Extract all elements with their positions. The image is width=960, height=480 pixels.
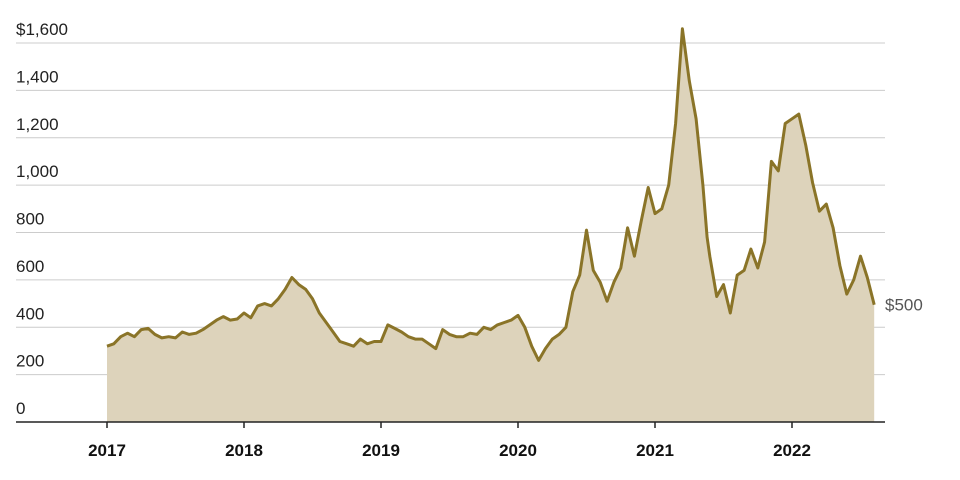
x-axis-ticks: 2017 2018 2019 2020 2021 2022 [88,422,811,460]
y-axis-ticks: 0 200 400 600 800 1,000 1,200 1,400 $1,600 [16,20,68,418]
price-line [106,27,876,362]
y-tick-label: 800 [16,210,44,229]
x-tick-label: 2019 [362,441,400,460]
end-value-label: $500 [885,296,923,315]
y-tick-label: 600 [16,257,44,276]
x-tick-label: 2017 [88,441,126,460]
y-tick-label: 1,200 [16,115,59,134]
y-tick-label: 1,400 [16,67,59,86]
x-tick-label: 2020 [499,441,537,460]
y-tick-label: 0 [16,399,25,418]
gridlines [16,42,885,376]
x-tick-label: 2022 [773,441,811,460]
price-area [107,28,875,423]
x-tick-label: 2018 [225,441,263,460]
x-tick-label: 2021 [636,441,674,460]
y-tick-label: $1,600 [16,20,68,39]
y-tick-label: 200 [16,352,44,371]
y-tick-label: 400 [16,304,44,323]
y-tick-label: 1,000 [16,162,59,181]
